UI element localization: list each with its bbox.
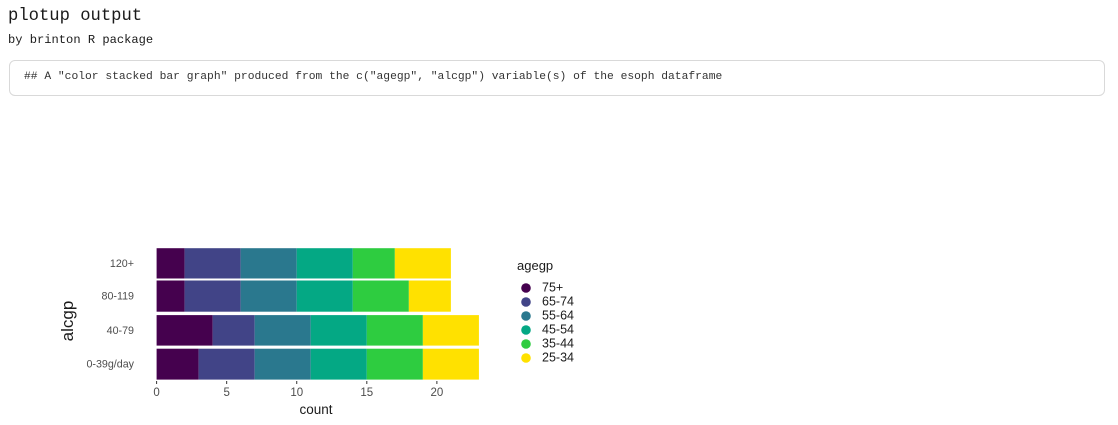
svg-text:10: 10: [290, 387, 303, 399]
svg-text:45-54: 45-54: [542, 323, 574, 337]
svg-text:0-39g/day: 0-39g/day: [86, 359, 134, 371]
svg-text:80-119: 80-119: [102, 291, 135, 303]
svg-text:20: 20: [430, 387, 443, 399]
svg-text:55-64: 55-64: [542, 309, 574, 323]
svg-text:count: count: [299, 402, 332, 417]
svg-text:25-34: 25-34: [542, 351, 574, 365]
svg-text:5: 5: [223, 387, 229, 399]
svg-text:alcgp: alcgp: [58, 301, 77, 342]
svg-text:75+: 75+: [542, 281, 563, 295]
svg-text:agegp: agegp: [517, 258, 553, 273]
svg-text:40-79: 40-79: [107, 325, 134, 337]
svg-text:35-44: 35-44: [542, 337, 574, 351]
svg-text:15: 15: [360, 387, 373, 399]
svg-text:0: 0: [153, 387, 159, 399]
svg-text:65-74: 65-74: [542, 295, 574, 309]
svg-text:120+: 120+: [110, 258, 134, 270]
